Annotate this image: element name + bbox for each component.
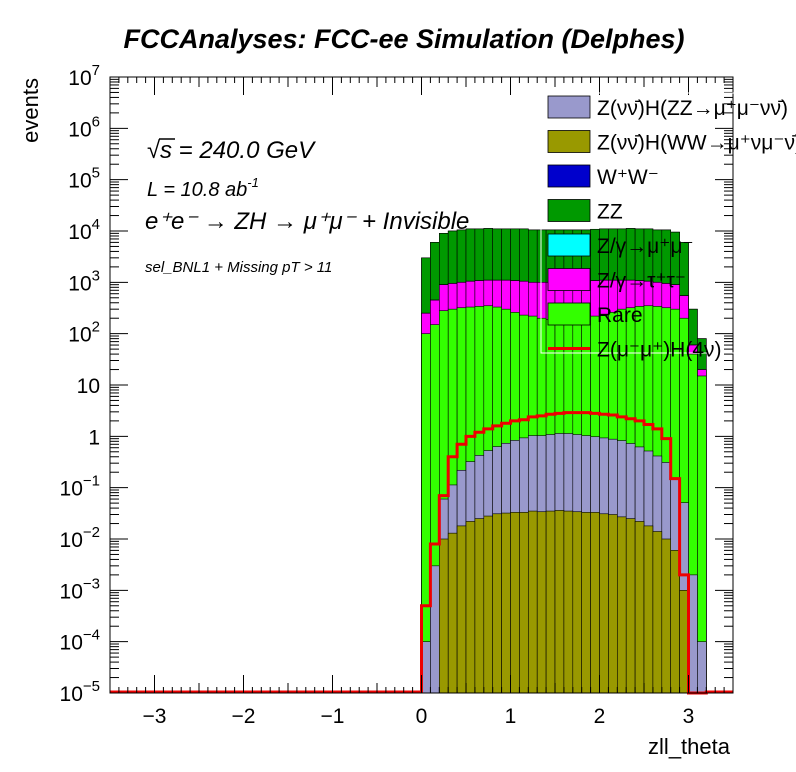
y-tick-label: 102 bbox=[68, 319, 100, 347]
sqrt-symbol: √ bbox=[147, 137, 161, 164]
histogram-bar bbox=[608, 514, 618, 694]
histogram-bar bbox=[492, 513, 502, 694]
x-tick-label: 1 bbox=[505, 705, 517, 728]
histogram-bar bbox=[527, 510, 538, 694]
x-tick-label: 3 bbox=[683, 705, 695, 728]
tick-labels: −3 −2 −1 0 1 2 3 10−5 10−4 10−3 10−2 10−1 1 10 102 103 1… bbox=[60, 62, 695, 728]
histogram-bar bbox=[625, 518, 636, 694]
y-tick-label: 10−3 bbox=[60, 575, 100, 603]
histogram-bar bbox=[474, 518, 485, 694]
x-axis-label: zll_theta bbox=[648, 734, 731, 759]
legend-label: W⁺W⁻ bbox=[597, 166, 659, 189]
histogram-bar bbox=[590, 512, 600, 694]
y-tick-label: 10−1 bbox=[60, 473, 100, 501]
legend-swatch bbox=[547, 268, 591, 291]
y-tick-label: 10−2 bbox=[60, 524, 100, 552]
histogram-bar bbox=[519, 512, 529, 694]
x-tick-label: 2 bbox=[594, 705, 606, 728]
y-tick-label: 1 bbox=[88, 426, 100, 449]
y-tick-label: 105 bbox=[68, 165, 100, 193]
y-tick-label: 10−5 bbox=[60, 678, 100, 706]
histogram-bar bbox=[634, 521, 645, 694]
histogram-bar bbox=[661, 538, 671, 694]
legend-swatch bbox=[547, 164, 591, 188]
histogram-bar bbox=[563, 510, 574, 694]
annotation-sqrt-s: √ s = 240.0 GeV bbox=[147, 137, 316, 164]
histogram-bar bbox=[572, 511, 582, 694]
histogram-bar bbox=[501, 512, 511, 694]
chart-title: FCCAnalyses: FCC-ee Simulation (Delphes) bbox=[123, 24, 684, 54]
x-tick-label: −1 bbox=[321, 705, 345, 728]
signal-step-line bbox=[110, 411, 733, 695]
histogram-bar bbox=[483, 515, 493, 694]
legend: Z(νν̄)H(ZZ→μ⁺μ⁻νν̄) Z(νν̄)H(WW→μ⁺νμ⁻ν̄) W⁺… bbox=[540, 92, 796, 362]
legend-label: Rare bbox=[597, 304, 643, 327]
legend-box bbox=[540, 92, 737, 354]
legend-swatch bbox=[547, 199, 591, 222]
y-tick-label: 10 bbox=[77, 375, 100, 398]
histogram-bar bbox=[581, 512, 591, 694]
histogram-bar bbox=[510, 512, 520, 694]
legend-swatch bbox=[547, 302, 591, 326]
histogram-bar bbox=[599, 513, 609, 694]
histogram-bar bbox=[697, 641, 707, 694]
x-tick-label: 0 bbox=[416, 705, 428, 728]
y-tick-label: 103 bbox=[68, 267, 100, 295]
legend-swatch bbox=[547, 233, 591, 257]
y-tick-label: 104 bbox=[68, 216, 100, 244]
histogram-bar bbox=[447, 532, 458, 694]
legend-label: ZZ bbox=[597, 201, 623, 224]
histogram-bar bbox=[652, 531, 663, 694]
legend-label: Z/γ→μ⁺μ⁻ bbox=[597, 235, 694, 258]
axes bbox=[109, 76, 734, 694]
legend-label: Z(νν̄)H(ZZ→μ⁺μ⁻νν̄) bbox=[597, 97, 788, 120]
histogram-bar bbox=[465, 521, 476, 694]
x-tick-label: −2 bbox=[232, 705, 256, 728]
histogram-bar bbox=[545, 510, 556, 694]
histogram-bar bbox=[438, 538, 449, 694]
legend-swatch bbox=[547, 130, 591, 153]
y-tick-label: 106 bbox=[68, 113, 100, 141]
annotation-process: e⁺e⁻ → ZH → μ⁺μ⁻ + Invisible bbox=[145, 208, 469, 235]
histogram-bar bbox=[456, 525, 467, 694]
y-axis-label: events bbox=[18, 78, 43, 143]
histogram-bar bbox=[616, 516, 627, 694]
annotation-lumi: L = 10.8 ab-1 bbox=[147, 175, 259, 201]
histogram-stack bbox=[421, 228, 707, 694]
legend-swatch bbox=[547, 95, 591, 119]
annotation-selection: sel_BNL1 + Missing pT > 11 bbox=[145, 259, 332, 276]
signal-line bbox=[110, 411, 733, 695]
histogram-bar bbox=[536, 511, 547, 694]
x-tick-label: −3 bbox=[143, 705, 167, 728]
annotation-energy: s = 240.0 GeV bbox=[160, 137, 316, 164]
histogram-bar bbox=[643, 525, 654, 694]
legend-label: Z/γ→τ⁺τ⁻ bbox=[597, 270, 686, 293]
y-tick-label: 107 bbox=[68, 62, 100, 90]
legend-label: Z(νν̄)H(WW→μ⁺νμ⁻ν̄) bbox=[597, 132, 796, 155]
legend-signal-label: Z(μ⁻μ⁺)H(4ν) bbox=[597, 339, 722, 362]
y-tick-label: 10−4 bbox=[60, 627, 100, 655]
histogram-bar bbox=[554, 510, 565, 694]
